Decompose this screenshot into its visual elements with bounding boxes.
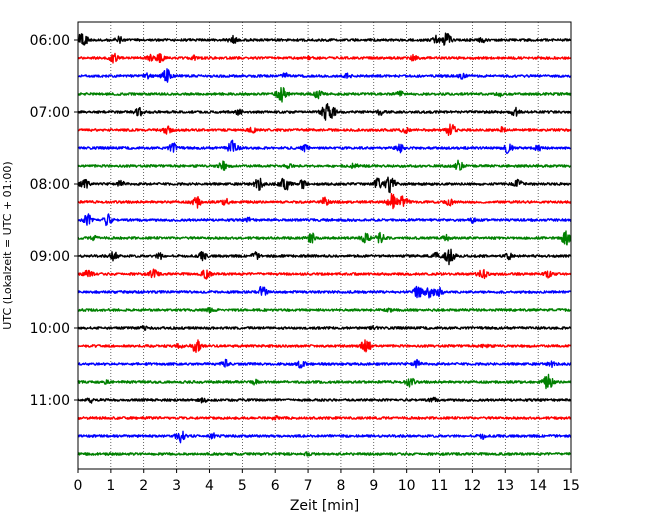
trace-line (77, 268, 572, 280)
y-tick-label: 11:00 (30, 393, 70, 409)
trace-line (77, 325, 572, 331)
trace-line (77, 451, 572, 457)
trace-line (77, 339, 572, 353)
y-tick-label: 08:00 (30, 177, 70, 193)
trace-line (77, 102, 572, 121)
trace-line (77, 87, 572, 103)
trace-line (77, 213, 572, 227)
y-tick-label: 10:00 (30, 321, 70, 337)
trace-line (77, 396, 572, 404)
trace-line (77, 52, 572, 64)
x-tick-label: 6 (271, 478, 280, 494)
trace-line (77, 176, 572, 194)
x-tick-label: 0 (74, 478, 83, 494)
trace-line (77, 123, 572, 137)
y-tick-label: 06:00 (30, 33, 70, 49)
plot-frame (77, 21, 572, 470)
trace-line (77, 285, 572, 299)
y-axis: 06:00 07:00 08:00 09:00 10:00 11:00 (30, 33, 78, 409)
x-axis: 0 1 2 3 4 5 6 7 8 9 10 11 12 13 14 15 (74, 469, 580, 494)
trace-line (77, 415, 572, 421)
x-axis-label: Zeit [min] (290, 498, 359, 514)
x-tick-label: 10 (398, 478, 416, 494)
trace-line (77, 32, 572, 46)
x-tick-label: 15 (562, 478, 580, 494)
x-tick-label: 3 (172, 478, 181, 494)
x-tick-label: 9 (369, 478, 378, 494)
x-tick-label: 12 (463, 478, 481, 494)
trace-line (77, 193, 572, 210)
y-tick-label: 07:00 (30, 105, 70, 121)
trace-line (77, 430, 572, 444)
trace-line (77, 68, 572, 83)
trace-line (77, 139, 572, 155)
trace-group (77, 32, 572, 457)
trace-line (77, 307, 572, 314)
x-tick-label: 13 (496, 478, 514, 494)
y-axis-label: UTC (Lokalzeit = UTC + 01:00) (1, 161, 14, 329)
x-tick-label: 5 (238, 478, 247, 494)
x-tick-label: 4 (205, 478, 214, 494)
x-tick-label: 14 (529, 478, 547, 494)
x-tick-label: 7 (304, 478, 313, 494)
y-tick-label: 09:00 (30, 249, 70, 265)
x-tick-label: 8 (336, 478, 345, 494)
x-tick-label: 2 (139, 478, 148, 494)
x-tick-label: 1 (106, 478, 115, 494)
trace-line (77, 230, 572, 246)
trace-line (77, 159, 572, 171)
trace-line (77, 248, 572, 266)
trace-line (77, 373, 572, 390)
trace-line (77, 358, 572, 369)
x-tick-label: 11 (431, 478, 449, 494)
grid-lines (110, 22, 539, 469)
